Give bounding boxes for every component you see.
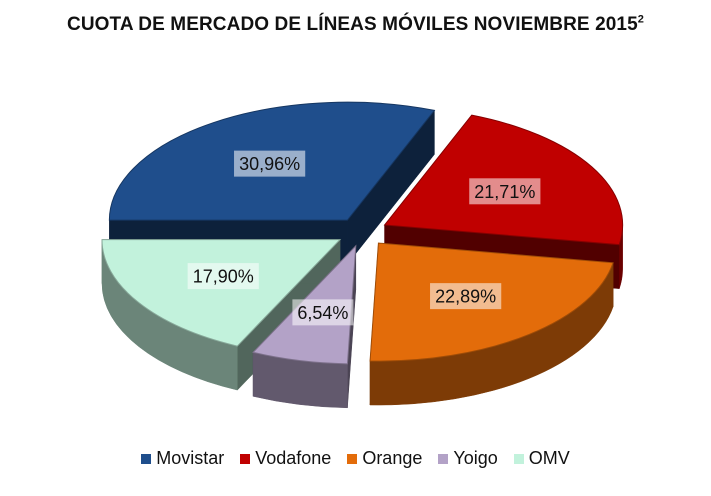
- legend-item-yoigo: Yoigo: [438, 448, 498, 469]
- chart-title: CUOTA DE MERCADO DE LÍNEAS MÓVILES NOVIE…: [67, 13, 644, 35]
- legend-label-yoigo: Yoigo: [453, 448, 498, 468]
- data-label-box-yoigo: [292, 299, 354, 326]
- data-label-box-movistar: [234, 150, 306, 177]
- slice-orange: [369, 242, 614, 406]
- data-label-omv: 17,90%: [187, 263, 259, 290]
- legend-label-orange: Orange: [362, 448, 423, 468]
- data-label-movistar: 30,96%: [234, 150, 306, 177]
- legend-swatch-vodafone: [240, 453, 251, 464]
- legend: Movistar Vodafone Orange Yoigo OMV: [0, 448, 711, 469]
- legend-label-omv: OMV: [528, 448, 570, 468]
- data-label-text-omv: 17,90%: [193, 267, 254, 287]
- legend-item-orange: Orange: [347, 448, 422, 469]
- data-label-vodafone: 21,71%: [469, 178, 541, 205]
- data-label-box-vodafone: [469, 178, 541, 205]
- data-label-box-omv: [187, 263, 259, 290]
- data-label-box-orange: [430, 283, 502, 310]
- legend-item-omv: OMV: [513, 448, 570, 469]
- data-label-text-movistar: 30,96%: [239, 154, 300, 174]
- legend-swatch-yoigo: [438, 453, 449, 464]
- legend-swatch-movistar: [141, 453, 152, 464]
- data-label-orange: 22,89%: [430, 283, 502, 310]
- pie-sides: [101, 101, 624, 409]
- legend-label-movistar: Movistar: [156, 448, 225, 468]
- title-superscript: 2: [637, 13, 644, 26]
- data-label-text-yoigo: 6,54%: [297, 303, 348, 323]
- legend-swatch-omv: [513, 453, 524, 464]
- data-label-text-orange: 22,89%: [435, 287, 496, 307]
- pie-labels: 30,96% 21,71% 17,90% 22,89% 6,54%: [187, 150, 541, 326]
- slice-top-omv: [101, 239, 342, 347]
- data-label-text-vodafone: 21,71%: [474, 182, 535, 202]
- data-label-yoigo: 6,54%: [292, 299, 354, 326]
- legend-swatch-orange: [347, 453, 358, 464]
- legend-label-vodafone: Vodafone: [255, 448, 332, 468]
- legend-item-vodafone: Vodafone: [240, 448, 331, 469]
- legend-item-movistar: Movistar: [141, 448, 224, 469]
